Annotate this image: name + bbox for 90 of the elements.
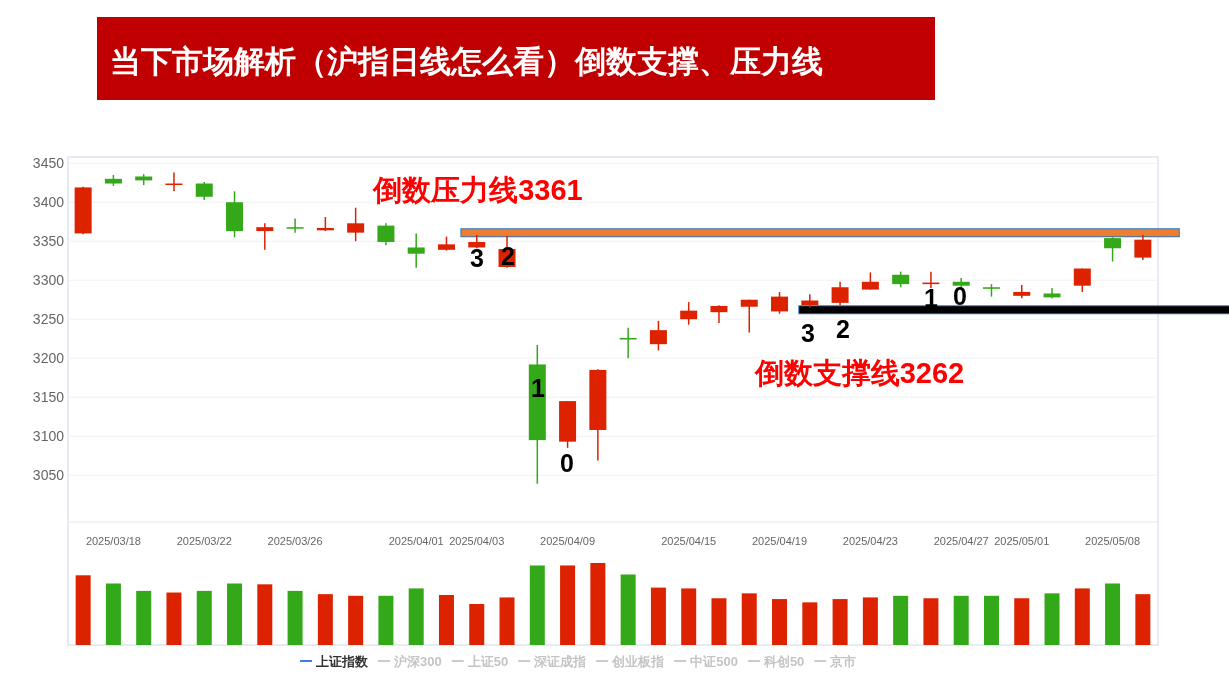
bar (802, 602, 818, 645)
candlestick (256, 222, 274, 251)
bar (590, 563, 606, 645)
x-tick-label: 2025/04/03 (449, 535, 505, 547)
text: 上证50 (466, 654, 509, 669)
bar (741, 593, 757, 645)
candlestick (619, 327, 637, 359)
bar (893, 595, 909, 645)
annotation: 0 (953, 282, 967, 310)
candlestick (286, 217, 304, 234)
bar (257, 584, 273, 645)
candlestick (377, 222, 395, 246)
bar (469, 604, 485, 645)
bar (196, 590, 212, 645)
bar (438, 594, 454, 645)
bar (105, 583, 121, 645)
bar (1074, 588, 1090, 645)
annotation: 3 (470, 244, 484, 272)
bar (1105, 583, 1121, 645)
candlestick (831, 281, 849, 306)
y-tick-label: 3050 (32, 467, 65, 484)
bar (166, 592, 182, 645)
candlestick (407, 232, 425, 269)
bar (1135, 594, 1151, 645)
candlestick (740, 298, 758, 334)
text: 创业板指 (611, 654, 665, 669)
bar (136, 590, 152, 645)
bar (348, 595, 364, 645)
x-tick-label: 2025/05/01 (994, 535, 1050, 547)
annotation: 1 (531, 374, 546, 402)
bar (681, 588, 697, 645)
y-tick-label: 3400 (32, 194, 65, 211)
bar (227, 583, 243, 645)
bar (287, 590, 303, 645)
chart-title: 当下市场解析（沪指日线怎么看）倒数支撑、压力线 (110, 44, 823, 79)
ref-line-label: 倒数支撑线3262 (753, 356, 965, 389)
x-tick-label: 2025/04/23 (842, 535, 898, 547)
bar (1044, 593, 1060, 645)
bar (772, 599, 788, 645)
bar (378, 595, 394, 645)
text: 沪深300 (393, 654, 442, 669)
bar (983, 595, 999, 645)
x-tick-label: 2025/04/15 (661, 535, 717, 547)
bar (923, 598, 939, 645)
text: 科创50 (762, 654, 805, 669)
bar (832, 599, 848, 645)
bar (499, 597, 515, 645)
candlestick (649, 320, 667, 352)
annotation: 2 (501, 242, 515, 270)
x-tick-label: 2025/05/08 (1085, 535, 1141, 547)
y-tick-label: 3200 (32, 350, 65, 367)
candlestick (1134, 234, 1152, 261)
bar (711, 598, 727, 645)
candlestick (347, 206, 365, 242)
bar (650, 587, 666, 645)
bar (529, 565, 545, 645)
candlestick (1013, 284, 1031, 299)
y-tick-label: 3350 (32, 233, 65, 250)
bar (560, 565, 576, 645)
y-tick-label: 3300 (32, 272, 65, 289)
bar (953, 595, 969, 645)
text: 京市 (829, 654, 857, 669)
x-tick-label: 2025/03/26 (267, 535, 323, 547)
candlestick (1104, 236, 1122, 263)
bar (862, 597, 878, 645)
annotation: 0 (560, 449, 574, 477)
bar (620, 574, 636, 645)
x-tick-label: 2025/04/09 (540, 535, 596, 547)
bar (75, 575, 91, 645)
bar (317, 594, 333, 645)
x-tick-label: 2025/04/27 (933, 535, 989, 547)
y-tick-label: 3100 (32, 428, 65, 445)
y-tick-label: 3250 (32, 311, 65, 328)
text: 深证成指 (533, 654, 587, 669)
x-tick-label: 2025/03/18 (85, 535, 141, 547)
x-tick-label: 2025/03/22 (176, 535, 232, 547)
ref-line-label: 倒数压力线3361 (372, 173, 583, 206)
text: 中证500 (690, 654, 738, 669)
annotation: 3 (801, 319, 815, 347)
y-tick-label: 3150 (32, 389, 65, 406)
bar (408, 588, 424, 645)
text: 上证指数 (315, 654, 369, 669)
annotation: 1 (924, 284, 939, 312)
x-tick-label: 2025/04/19 (752, 535, 808, 547)
annotation: 2 (836, 315, 850, 343)
y-tick-label: 3450 (32, 155, 65, 172)
candlestick (680, 301, 698, 326)
candlestick (771, 291, 789, 315)
x-tick-label: 2025/04/01 (388, 535, 444, 547)
bar (1014, 598, 1030, 645)
